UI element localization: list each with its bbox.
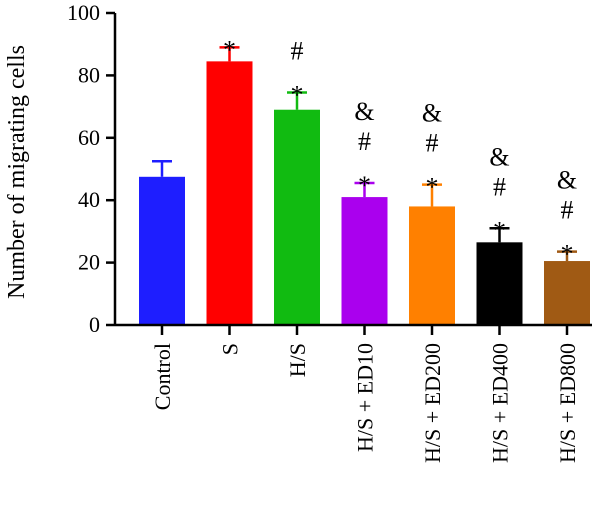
x-tick-label: H/S bbox=[285, 343, 310, 377]
y-tick-label: 40 bbox=[78, 187, 100, 212]
y-tick-label: 20 bbox=[78, 250, 100, 275]
x-tick-label: H/S + ED800 bbox=[555, 343, 580, 463]
significance-marker: # bbox=[493, 172, 506, 201]
significance-marker: * bbox=[223, 35, 236, 64]
bar bbox=[274, 109, 320, 325]
y-tick-label: 60 bbox=[78, 125, 100, 150]
x-tick-label: S bbox=[218, 343, 243, 355]
significance-marker: & bbox=[489, 142, 509, 171]
significance-marker: * bbox=[561, 240, 574, 269]
bar bbox=[341, 197, 388, 325]
bar bbox=[476, 242, 523, 325]
significance-marker: * bbox=[291, 81, 304, 110]
y-axis-label: Number of migrating cells bbox=[4, 45, 30, 299]
significance-marker: * bbox=[358, 171, 371, 200]
x-tick-label: Control bbox=[150, 343, 175, 410]
y-axis: 0 20 40 60 80 100 bbox=[67, 0, 117, 337]
significance-marker: # bbox=[358, 127, 371, 156]
bar bbox=[409, 206, 455, 325]
x-tick-label: H/S + ED10 bbox=[353, 343, 378, 452]
x-tick-label: H/S + ED400 bbox=[488, 343, 513, 463]
significance-marker: & bbox=[557, 166, 577, 195]
bar bbox=[544, 261, 590, 325]
bars: * #*&#*&#*&#*&#* bbox=[139, 35, 590, 326]
significance-marker: * bbox=[426, 173, 439, 202]
significance-marker: & bbox=[422, 99, 442, 128]
y-tick-label: 0 bbox=[89, 312, 100, 337]
significance-marker: # bbox=[426, 129, 439, 158]
significance-marker: # bbox=[561, 196, 574, 225]
bar bbox=[206, 61, 253, 326]
significance-marker: * bbox=[493, 216, 506, 245]
y-tick-label: 100 bbox=[67, 0, 100, 25]
x-axis: Control S H/S H/S + ED10 H/S + ED200 H/S + ED… bbox=[115, 323, 592, 463]
bar bbox=[139, 176, 185, 325]
significance-marker: # bbox=[291, 37, 304, 66]
x-tick-label: H/S + ED200 bbox=[420, 343, 445, 463]
significance-marker: & bbox=[354, 97, 374, 126]
y-tick-label: 80 bbox=[78, 62, 100, 87]
